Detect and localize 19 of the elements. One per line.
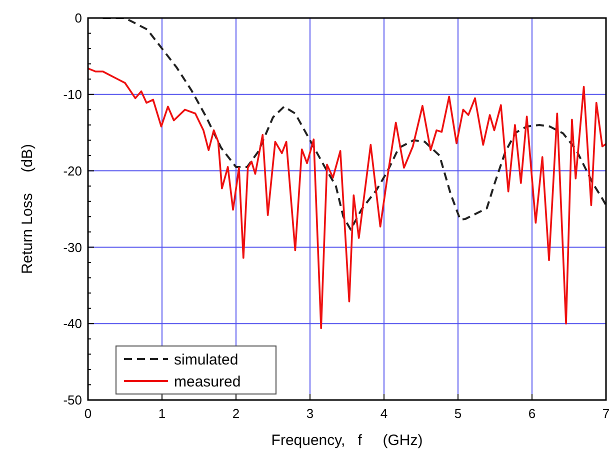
y-tick-label: 0 [74, 10, 82, 26]
x-tick-label: 4 [380, 406, 388, 421]
y-tick-label: -30 [63, 240, 82, 255]
x-tick-label: 3 [306, 406, 314, 421]
x-tick-label: 1 [158, 406, 166, 421]
legend-label: simulated [174, 351, 238, 368]
y-tick-label: -20 [63, 163, 82, 178]
legend-label: measured [174, 373, 241, 390]
line-series [88, 68, 606, 330]
y-axis-title: Return Loss (dB) [19, 144, 36, 274]
x-axis-title: Frequency, f (GHz) [271, 432, 423, 449]
x-tick-label: 0 [84, 406, 92, 421]
x-tick-label: 5 [454, 406, 462, 421]
y-tick-label: -50 [63, 392, 82, 408]
y-tick-label: -40 [63, 316, 82, 332]
x-tick-label: 7 [602, 406, 610, 421]
x-tick-label: 2 [232, 406, 240, 421]
y-tick-label: -10 [63, 86, 82, 102]
x-tick-label: 6 [528, 406, 536, 421]
